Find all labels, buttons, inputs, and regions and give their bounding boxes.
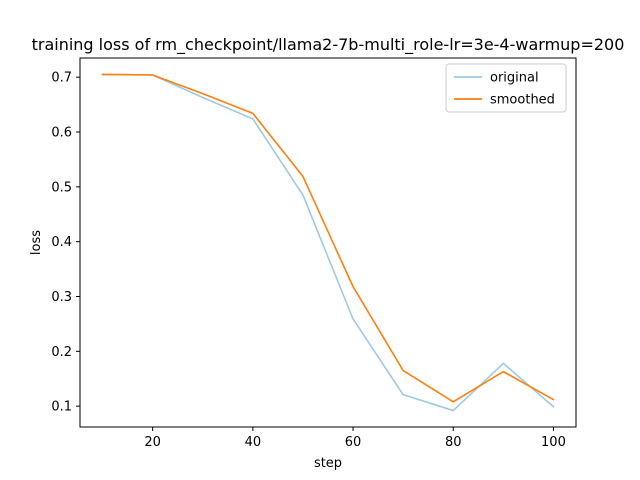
y-tick-label: 0.1	[51, 400, 72, 415]
plot-area	[101, 73, 555, 412]
chart-title: training loss of rm_checkpoint/llama2-7b…	[32, 35, 625, 55]
x-tick-label: 100	[541, 435, 566, 450]
y-axis: 0.1 0.2 0.3 0.4 0.5 0.6 0.7	[51, 71, 80, 415]
y-tick-label: 0.5	[51, 180, 72, 195]
legend-label-smoothed: smoothed	[490, 93, 555, 108]
legend-label-original: original	[490, 71, 539, 86]
x-tick-label: 80	[445, 435, 462, 450]
y-tick-label: 0.3	[51, 290, 72, 305]
series-line-smoothed	[101, 73, 555, 403]
x-tick-label: 20	[144, 435, 161, 450]
legend-box	[445, 63, 567, 113]
x-tick-label: 40	[245, 435, 262, 450]
x-axis: 20 40 60 80 100	[144, 427, 566, 450]
y-tick-label: 0.6	[51, 126, 72, 141]
axes-frame	[79, 57, 577, 428]
legend: original smoothed	[445, 63, 567, 113]
y-axis-label: loss	[29, 230, 44, 255]
y-tick-label: 0.7	[51, 71, 72, 86]
x-tick-label: 60	[345, 435, 362, 450]
y-tick-label: 0.2	[51, 345, 72, 360]
y-tick-label: 0.4	[51, 235, 72, 250]
x-axis-label: step	[314, 456, 342, 471]
